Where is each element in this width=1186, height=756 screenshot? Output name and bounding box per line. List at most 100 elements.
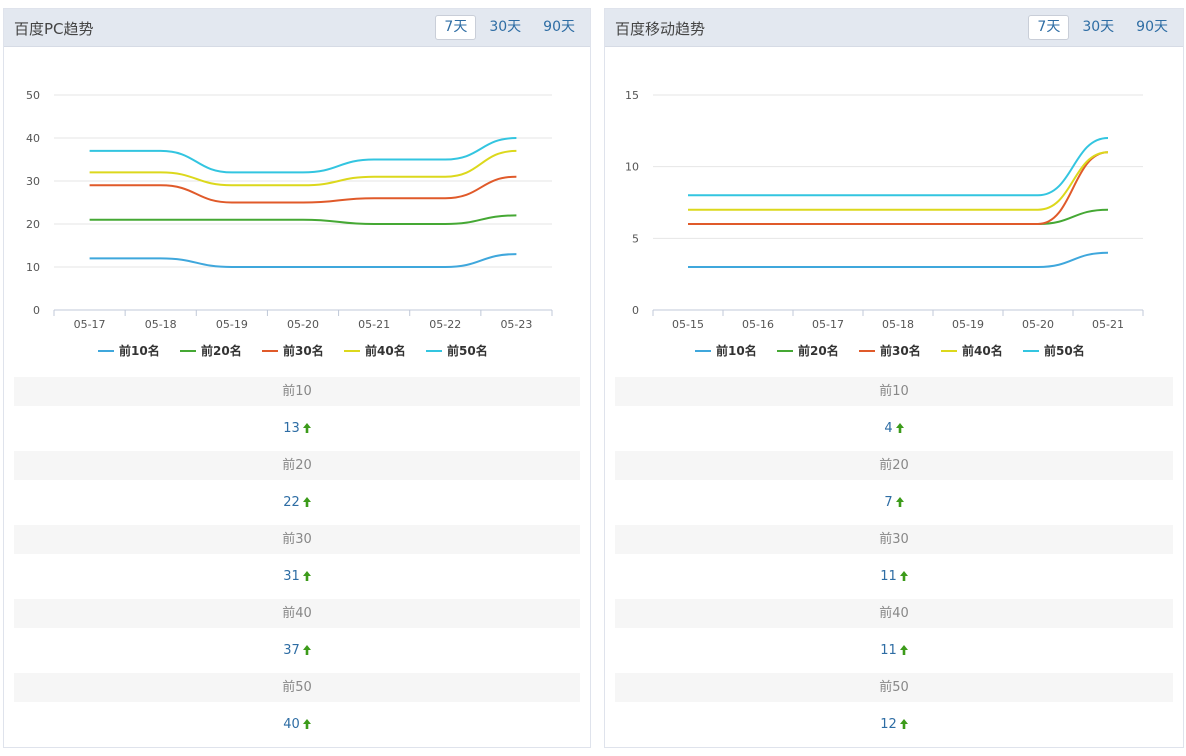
x-tick-label: 05-18 [882,318,914,331]
legend-label: 前10名 [119,343,160,358]
y-tick-label: 15 [625,89,639,102]
stat-value[interactable]: 37 [283,643,300,658]
stat-label-top50: 前50 [14,673,580,702]
range-tabs: 7天 30天 90天 [1024,15,1177,40]
stat-value-top20: 7 [615,480,1173,525]
stat-value-top50: 40 [14,702,580,747]
tab-7-days[interactable]: 7天 [435,15,477,40]
stat-label-top10: 前10 [615,377,1173,406]
stat-label-top30: 前30 [615,525,1173,554]
series-line [687,208,1109,226]
legend-label: 前40名 [365,343,406,358]
panel-header: 百度移动趋势 7天 30天 90天 [605,9,1183,47]
series-line [688,251,1109,268]
x-tick-label: 05-17 [812,318,844,331]
tab-30-days[interactable]: 30天 [489,19,522,35]
y-tick-label: 50 [26,89,40,102]
stat-value[interactable]: 13 [283,421,300,436]
y-tick-label: 40 [26,132,40,145]
y-tick-label: 0 [632,304,639,317]
series-line [89,253,517,268]
x-tick-label: 05-22 [429,318,461,331]
y-tick-label: 10 [26,261,40,274]
up-arrow-icon [899,644,908,655]
x-tick-label: 05-17 [74,318,106,331]
stat-value[interactable]: 31 [283,569,300,584]
x-tick-label: 05-16 [742,318,774,331]
baidu-pc-trend-panel: 百度PC趋势 7天 30天 90天 0 10 20 30 40 50 05-17 05-18 0… [3,8,591,748]
series-line [688,137,1109,197]
panel-title: 百度移动趋势 [615,20,706,38]
baidu-mobile-trend-panel: 百度移动趋势 7天 30天 90天 0 5 10 15 05-15 05-16 05-17 0… [604,8,1184,748]
panel-title: 百度PC趋势 [14,20,94,38]
y-tick-label: 30 [26,175,40,188]
stat-value[interactable]: 12 [880,717,897,732]
stat-value[interactable]: 11 [880,643,897,658]
up-arrow-icon [302,718,311,729]
series-line [687,151,1109,226]
legend-label: 前40名 [962,343,1003,358]
stat-label-top20: 前20 [615,451,1173,480]
trend-chart: 0 10 20 30 40 50 05-17 05-18 05-19 05-20 05-21 05-2… [4,47,590,377]
stat-value[interactable]: 22 [283,495,300,510]
panel-header: 百度PC趋势 7天 30天 90天 [4,9,590,47]
stat-label-top10: 前10 [14,377,580,406]
x-tick-label: 05-19 [952,318,984,331]
legend-label: 前50名 [1044,343,1085,358]
y-tick-label: 10 [625,161,639,174]
stat-value[interactable]: 4 [884,421,893,436]
tab-90-days[interactable]: 90天 [1136,19,1168,35]
y-tick-label: 5 [632,232,639,245]
up-arrow-icon [899,570,908,581]
up-arrow-icon [302,570,311,581]
legend-label: 前30名 [283,343,324,358]
x-tick-label: 05-20 [1022,318,1054,331]
stat-value-top40: 11 [615,628,1173,673]
tab-30-days[interactable]: 30天 [1082,19,1115,35]
series-line [89,175,517,204]
tab-7-days[interactable]: 7天 [1028,15,1070,40]
legend-label: 前20名 [798,343,839,358]
x-tick-label: 05-20 [287,318,319,331]
stat-label-top40: 前40 [14,599,580,628]
stat-value[interactable]: 40 [283,717,300,732]
legend-label: 前50名 [447,343,488,358]
x-tick-label: 05-18 [145,318,177,331]
stat-value[interactable]: 7 [884,495,893,510]
y-tick-label: 0 [33,304,40,317]
stat-value-top10: 4 [615,406,1173,451]
stat-label-top20: 前20 [14,451,580,480]
y-tick-label: 20 [26,218,40,231]
stat-label-top50: 前50 [615,673,1173,702]
stat-value-top40: 37 [14,628,580,673]
tab-90-days[interactable]: 90天 [543,19,575,35]
up-arrow-icon [302,644,311,655]
stat-value-top20: 22 [14,480,580,525]
up-arrow-icon [302,496,311,507]
series-line [89,137,517,174]
up-arrow-icon [302,422,311,433]
stat-value-top50: 12 [615,702,1173,747]
x-tick-label: 05-19 [216,318,248,331]
up-arrow-icon [899,718,908,729]
x-tick-label: 05-23 [500,318,532,331]
range-tabs: 7天 30天 90天 [431,15,584,40]
rank-stats-list: 前10 4 前20 7 前30 11 前40 11 前50 12 [615,377,1173,747]
up-arrow-icon [895,496,904,507]
stat-label-top30: 前30 [14,525,580,554]
x-tick-label: 05-15 [672,318,704,331]
stat-value[interactable]: 11 [880,569,897,584]
legend-label: 前30名 [880,343,921,358]
trend-chart: 0 5 10 15 05-15 05-16 05-17 05-18 05-19 05-20 05-2… [605,47,1183,377]
x-tick-label: 05-21 [358,318,390,331]
rank-stats-list: 前10 13 前20 22 前30 31 前40 37 前50 40 [14,377,580,747]
legend-label: 前10名 [716,343,757,358]
series-line [89,149,517,187]
stat-value-top30: 31 [14,554,580,599]
up-arrow-icon [895,422,904,433]
stat-value-top10: 13 [14,406,580,451]
stat-label-top40: 前40 [615,599,1173,628]
trend-chart-svg: 0 5 10 15 05-15 05-16 05-17 05-18 05-19 05-20 05-2… [625,89,1144,358]
legend-label: 前20名 [201,343,242,358]
x-tick-label: 05-21 [1092,318,1124,331]
